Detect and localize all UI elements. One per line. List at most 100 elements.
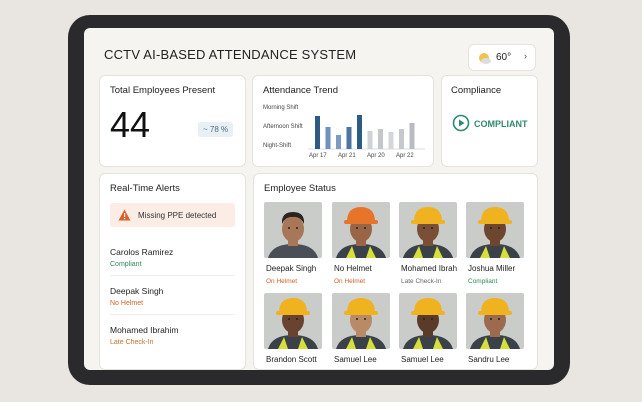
divider [110, 314, 235, 315]
card-title: Compliance [451, 85, 502, 96]
employee-name: Joshua Miller [468, 264, 516, 273]
bar [325, 127, 331, 149]
helmet-brim [411, 311, 445, 315]
eye [423, 318, 425, 320]
employee-name: Samuel Lee [401, 355, 444, 364]
alert-banner[interactable]: Missing PPE detected [110, 203, 235, 227]
avatar [403, 207, 453, 258]
employee-name: Deepak Singh [266, 264, 317, 273]
shoulders [470, 335, 520, 349]
eye [498, 227, 500, 229]
employee-photo[interactable] [399, 202, 457, 258]
helmet [347, 207, 375, 222]
compliance-card: Compliance COMPLIANT [441, 75, 538, 167]
shift-label: Night-Shift [263, 143, 292, 149]
compliance-status: COMPLIANT [474, 119, 528, 129]
eye [431, 318, 433, 320]
weather-widget[interactable]: 60° › [468, 44, 536, 71]
avatar [336, 298, 386, 349]
eye [498, 318, 500, 320]
bar [399, 129, 404, 149]
employee-name: Mohamed Ibrah [401, 264, 458, 273]
eye [490, 227, 492, 229]
alert-status: Late Check-In [110, 339, 154, 346]
eye [296, 227, 298, 229]
helmet-brim [478, 220, 512, 224]
helmet-brim [344, 311, 378, 315]
card-title: Employee Status [264, 183, 336, 194]
weather-icon [479, 53, 491, 64]
vest [413, 337, 443, 349]
helmet-brim [478, 311, 512, 315]
shoulders [268, 244, 318, 258]
employee-photo[interactable] [264, 293, 322, 349]
employee-photo[interactable] [466, 293, 524, 349]
helmet [347, 298, 375, 313]
employee-name: No Helmet [334, 264, 372, 273]
date-label: Apr 20 [367, 153, 385, 159]
eye [288, 318, 290, 320]
helmet [414, 207, 442, 222]
employee-status: On Helmet [334, 278, 366, 285]
shift-label: Morning Shift [263, 105, 299, 111]
employee-status: On Helmet [266, 278, 298, 285]
eye [356, 318, 358, 320]
bar [367, 131, 373, 149]
alert-text: Missing PPE detected [138, 211, 217, 220]
shoulders [336, 244, 386, 258]
helmet-brim [276, 311, 310, 315]
eye [364, 318, 366, 320]
employee-photo[interactable] [332, 293, 390, 349]
date-label: Apr 21 [338, 153, 356, 159]
eye [288, 227, 290, 229]
employee-photo[interactable] [264, 202, 322, 258]
app-title: CCTV AI-BASED ATTENDANCE SYSTEM [104, 47, 357, 62]
date-label: Apr 17 [309, 153, 327, 159]
alert-name: Mohamed Ibrahim [110, 325, 179, 335]
eye [431, 227, 433, 229]
employee-name: Sandru Lee [468, 355, 510, 364]
employee-status: Compliant [468, 278, 498, 285]
date-label: Apr 22 [396, 153, 414, 159]
employee-status: Late Check-In [401, 278, 442, 285]
avatar [470, 298, 520, 349]
hair [281, 212, 305, 224]
employee-photo[interactable] [466, 202, 524, 258]
employee-photo[interactable] [399, 293, 457, 349]
trend-bars [308, 115, 425, 150]
vest [413, 246, 443, 258]
bar [357, 115, 362, 149]
bar [388, 132, 394, 149]
helmet-brim [344, 220, 378, 224]
eye [490, 318, 492, 320]
employee-photo[interactable] [332, 202, 390, 258]
card-title: Total Employees Present [110, 85, 216, 96]
temperature: 60° [496, 52, 512, 63]
alert-status: No Helmet [110, 300, 144, 307]
vest [480, 337, 510, 349]
employee-name: Samuel Lee [334, 355, 377, 364]
employee-name: Brandon Scott [266, 355, 317, 364]
helmet [279, 298, 307, 313]
helmet [481, 298, 509, 313]
bar [378, 129, 383, 149]
shoulders [403, 335, 453, 349]
vest [346, 337, 376, 349]
helmet [481, 207, 509, 222]
shift-label: Afternoon Shift [263, 124, 303, 130]
employee-card: Employee Status Deepak Singh On Helmet No … [253, 173, 538, 370]
face [282, 216, 304, 242]
alert-status: Compliant [110, 261, 142, 268]
helmet-brim [411, 220, 445, 224]
bar [315, 116, 320, 149]
vest [346, 246, 376, 258]
card-title: Real-Time Alerts [110, 183, 180, 194]
chevron: › [524, 51, 527, 61]
vest [480, 246, 510, 258]
eye [364, 227, 366, 229]
bar [346, 127, 352, 149]
avatar [403, 298, 453, 349]
eye [296, 318, 298, 320]
shoulders [470, 244, 520, 258]
